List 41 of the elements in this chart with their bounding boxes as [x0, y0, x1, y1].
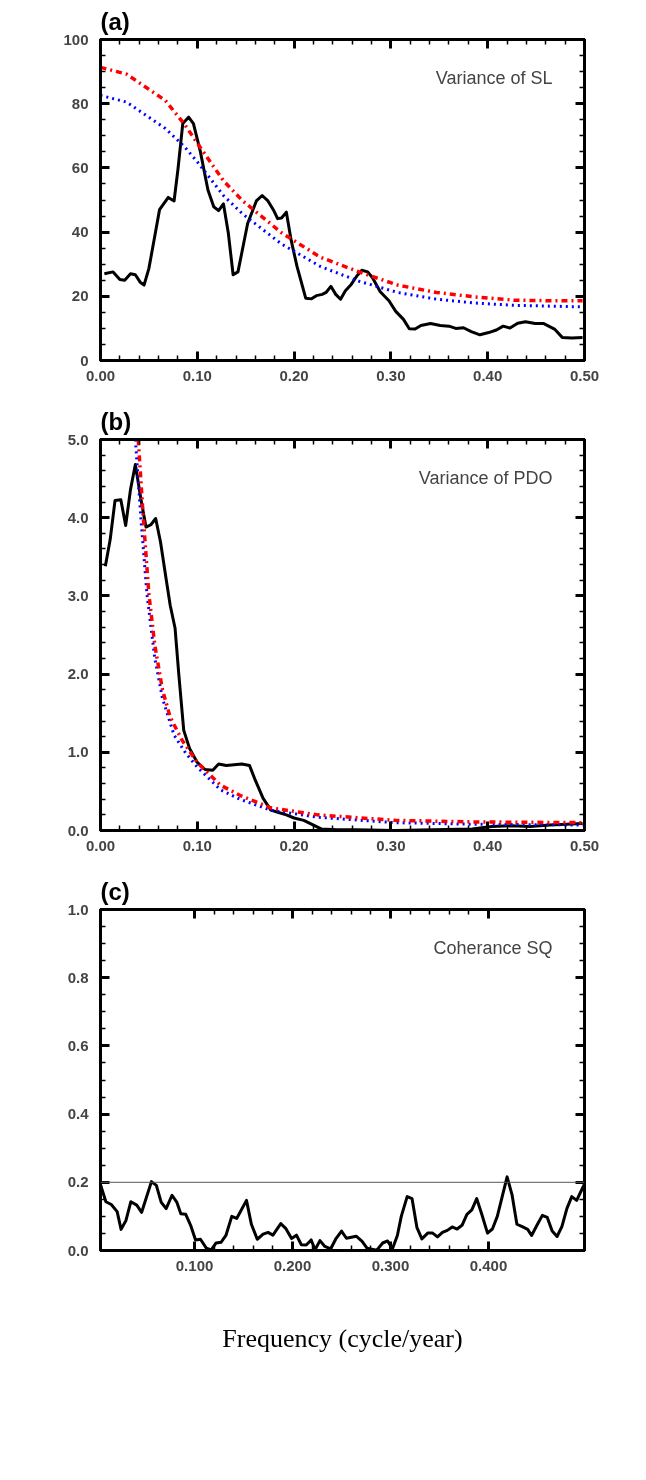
annotation: Coherance SQ: [433, 937, 553, 958]
y-tick-label: 0.6: [67, 1036, 89, 1054]
x-tick-label: 0.30: [376, 366, 406, 384]
chart-title: (a): [100, 7, 130, 35]
x-tick-label: 0.00: [85, 366, 116, 384]
y-tick-label: 1.0: [67, 900, 89, 918]
y-tick-label: 5.0: [67, 430, 89, 448]
x-tick-label: 0.50: [569, 836, 600, 854]
x-tick-label: 0.300: [371, 1256, 410, 1274]
x-tick-label: 0.100: [175, 1256, 214, 1274]
y-tick-label: 80: [71, 94, 89, 112]
y-tick-label: 3.0: [67, 586, 89, 604]
x-tick-label: 0.200: [273, 1256, 312, 1274]
x-tick-label: 0.20: [279, 366, 309, 384]
y-tick-label: 0.8: [67, 968, 89, 986]
x-tick-label: 0.50: [569, 366, 600, 384]
y-tick-label: 0.0: [67, 1241, 89, 1259]
y-tick-label: 0.2: [67, 1173, 89, 1191]
annotation: Variance of PDO: [418, 467, 553, 488]
annotation: Variance of SL: [435, 67, 553, 88]
x-tick-label: 0.00: [85, 836, 116, 854]
y-tick-label: 0: [80, 351, 89, 369]
y-tick-label: 60: [71, 158, 89, 176]
y-tick-label: 0.0: [67, 821, 89, 839]
x-tick-label: 0.400: [469, 1256, 508, 1274]
x-tick-label: 0.20: [279, 836, 309, 854]
chart-title: (c): [100, 877, 130, 905]
x-axis-title: Frequency (cycle/year): [222, 1323, 463, 1353]
y-tick-label: 100: [63, 30, 89, 48]
x-tick-label: 0.10: [182, 836, 212, 854]
y-tick-label: 0.4: [67, 1105, 90, 1123]
x-tick-label: 0.10: [182, 366, 212, 384]
y-tick-label: 2.0: [67, 665, 89, 683]
x-tick-label: 0.40: [473, 366, 503, 384]
chart-title: (b): [100, 407, 132, 435]
y-tick-label: 20: [71, 287, 89, 305]
y-tick-label: 1.0: [67, 743, 89, 761]
y-tick-label: 40: [71, 223, 89, 241]
x-tick-label: 0.40: [473, 836, 503, 854]
x-tick-label: 0.30: [376, 836, 406, 854]
y-tick-label: 4.0: [67, 508, 89, 526]
